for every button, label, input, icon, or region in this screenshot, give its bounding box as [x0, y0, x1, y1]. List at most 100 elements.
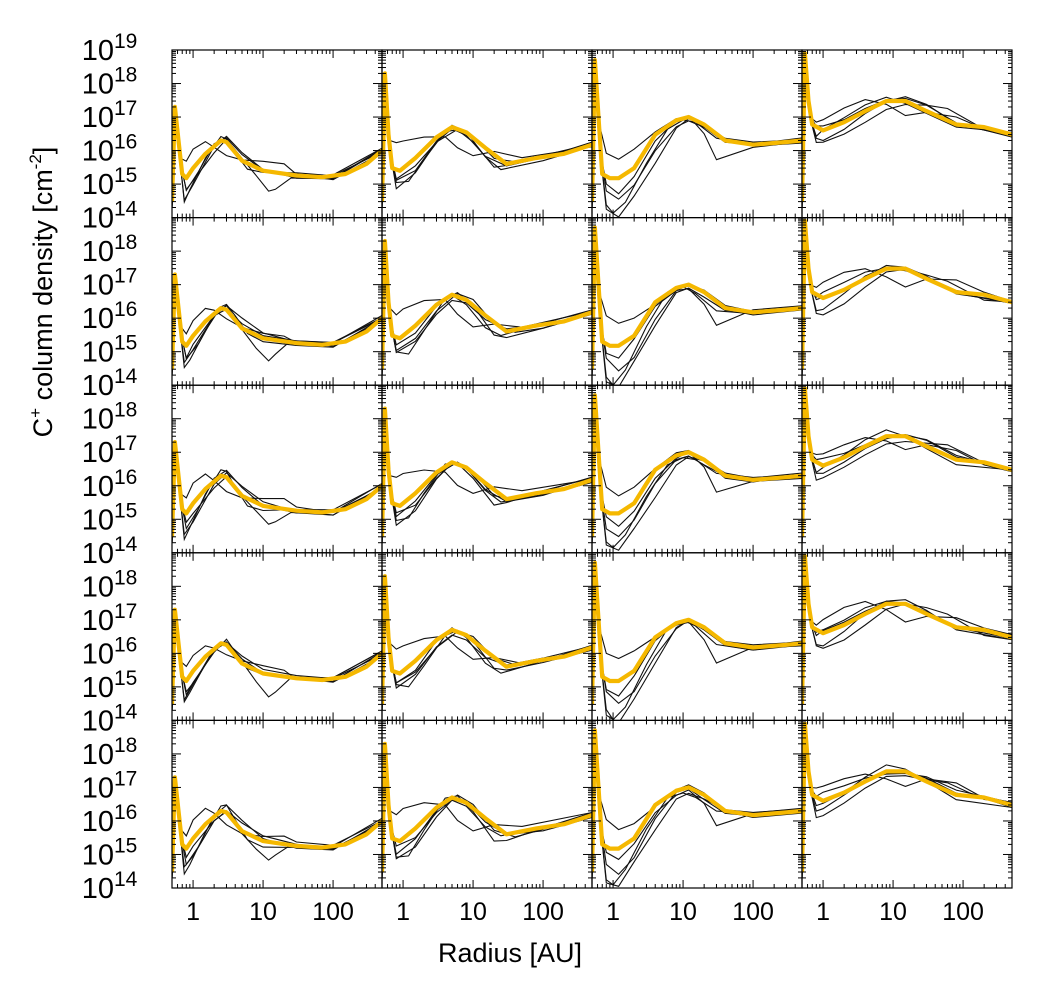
panel-lines — [382, 574, 592, 711]
panel-frame — [381, 384, 593, 554]
panel-r5-c1 — [171, 719, 383, 889]
highlight-line — [802, 218, 1012, 370]
x-tick-label: 1 — [186, 898, 200, 926]
ensemble-line-4 — [592, 67, 802, 208]
panel-frame — [381, 217, 593, 386]
y-tick-exponent: 15 — [114, 667, 137, 690]
y-tick-exponent: 14 — [114, 533, 138, 556]
y-tick-base: 10 — [82, 638, 114, 670]
y-tick-base: 10 — [82, 873, 114, 905]
panel-r2-c2 — [381, 217, 593, 386]
panel-r4-c3 — [591, 552, 803, 721]
panel-r3-c4 — [801, 384, 1013, 554]
ensemble-line-4 — [802, 395, 1012, 543]
panel-ticks — [591, 217, 803, 386]
highlight-line — [592, 58, 802, 202]
y-axis-label-unit-exp: -2 — [26, 154, 45, 169]
highlight-line — [592, 728, 802, 873]
panel-lines — [382, 406, 592, 543]
y-tick-base: 10 — [82, 437, 114, 469]
highlight-line — [592, 560, 802, 705]
x-axis-label: Radius [AU] — [438, 938, 582, 968]
ensemble-line-1 — [592, 402, 802, 549]
ensemble-line-3 — [172, 619, 382, 711]
y-tick-label: 10 — [82, 437, 114, 469]
ensemble-line-2 — [172, 619, 382, 711]
highlight-line — [172, 607, 382, 705]
y-tick-exponent: 18 — [114, 64, 137, 87]
y-tick-label: 10 — [82, 739, 114, 771]
y-tick-label: 10 — [82, 404, 114, 436]
ensemble-line-2 — [592, 570, 802, 711]
ensemble-line-1 — [172, 619, 382, 711]
y-tick-label: 10 — [82, 839, 114, 871]
panel-r4-c2 — [381, 552, 593, 721]
panel-ticks — [591, 385, 803, 554]
highlight-line — [592, 225, 802, 370]
ensemble-line-1 — [382, 251, 592, 376]
panel-ticks — [591, 50, 803, 219]
panel-ticks — [171, 217, 383, 386]
ensemble-line-3 — [382, 753, 592, 878]
ensemble-line-1 — [802, 395, 1012, 543]
y-tick-base: 10 — [82, 772, 114, 804]
ensemble-line-4 — [382, 251, 592, 376]
y-tick-label: 10 — [82, 705, 114, 737]
ensemble-line-5 — [802, 562, 1012, 711]
panel-r5-c3 — [591, 719, 803, 889]
ensemble-line-4 — [592, 737, 802, 878]
y-tick-label: 10 — [82, 638, 114, 670]
panel-r2-c3 — [591, 217, 803, 386]
ensemble-line-2 — [592, 737, 802, 878]
highlight-line — [172, 104, 382, 202]
ensemble-line-4 — [172, 787, 382, 878]
ensemble-line-4 — [802, 730, 1012, 878]
ensemble-line-3 — [382, 586, 592, 711]
y-axis-label-species: C — [28, 418, 58, 438]
y-tick-base: 10 — [82, 471, 114, 503]
panel-ticks — [381, 385, 593, 554]
panel-ticks — [171, 50, 383, 219]
y-tick-base: 10 — [82, 337, 114, 369]
highlight-line — [172, 272, 382, 370]
y-tick-label: 10 — [82, 35, 114, 67]
ensemble-line-3 — [382, 418, 592, 543]
ensemble-line-2 — [802, 562, 1012, 711]
ensemble-line-1 — [802, 60, 1012, 208]
y-tick-exponent: 16 — [114, 801, 137, 824]
ensemble-line-4 — [382, 83, 592, 208]
y-tick-label: 10 — [82, 471, 114, 503]
panel-ticks — [381, 720, 593, 889]
panel-ticks — [381, 50, 593, 219]
y-tick-base: 10 — [82, 504, 114, 536]
highlight-line — [382, 238, 592, 370]
x-tick-label: 10 — [249, 898, 277, 926]
ensemble-line-5 — [802, 395, 1012, 543]
y-tick-label: 10 — [82, 806, 114, 838]
ensemble-line-4 — [382, 753, 592, 878]
ensemble-line-2 — [592, 67, 802, 208]
y-tick-exponent: 15 — [114, 499, 137, 522]
y-tick-label: 10 — [82, 873, 114, 905]
ensemble-line-5 — [382, 83, 592, 208]
panel-lines — [172, 440, 382, 543]
y-tick-label: 10 — [82, 69, 114, 101]
x-tick-label: 100 — [522, 898, 564, 926]
y-tick-base: 10 — [82, 203, 114, 235]
panel-frame — [381, 552, 593, 721]
ensemble-line-5 — [382, 586, 592, 711]
panel-lines — [382, 238, 592, 376]
panel-frame — [591, 719, 803, 889]
panel-frame — [591, 217, 803, 386]
y-tick-exponent: 15 — [114, 164, 137, 187]
x-tick-label: 100 — [942, 898, 984, 926]
ensemble-line-1 — [802, 730, 1012, 878]
y-axis-label-close: ] — [28, 147, 58, 155]
panel-lines — [802, 51, 1012, 208]
panel-frame — [381, 49, 593, 219]
ensemble-line-4 — [382, 418, 592, 543]
panel-ticks — [591, 720, 803, 889]
panel-ticks — [801, 552, 1013, 721]
ensemble-line-1 — [172, 787, 382, 878]
